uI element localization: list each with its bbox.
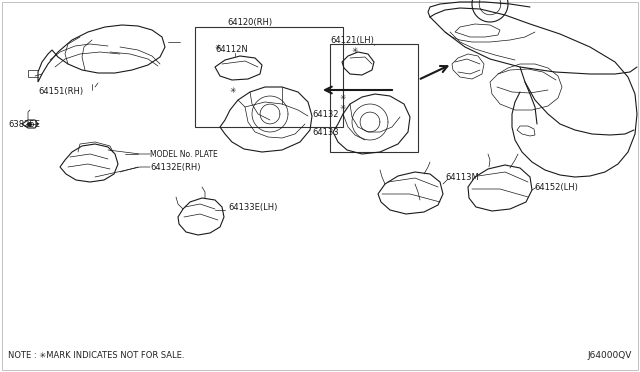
Text: ✳: ✳ [340,103,346,112]
Text: 64151(RH): 64151(RH) [38,87,83,96]
Text: ✳: ✳ [352,45,358,55]
Text: 64133E(LH): 64133E(LH) [228,202,277,212]
Text: 64112N: 64112N [215,45,248,54]
Text: J64000QV: J64000QV [588,351,632,360]
Text: 64132E(RH): 64132E(RH) [150,163,200,171]
Text: 64133: 64133 [312,128,339,137]
Text: ✳: ✳ [340,93,346,102]
Text: 64121(LH): 64121(LH) [330,35,374,45]
Text: ✳: ✳ [230,86,236,94]
Text: 64113M: 64113M [445,173,479,182]
Bar [195,27,343,127]
Text: ✳: ✳ [215,42,221,51]
Text: 64132: 64132 [312,109,339,119]
Bar [330,44,418,152]
Text: 64120(RH): 64120(RH) [227,17,273,26]
Text: NOTE : ✳MARK INDICATES NOT FOR SALE.: NOTE : ✳MARK INDICATES NOT FOR SALE. [8,351,184,360]
Text: MODEL No. PLATE: MODEL No. PLATE [150,150,218,158]
Text: 64152(LH): 64152(LH) [534,183,578,192]
Text: 63825E: 63825E [8,119,40,128]
